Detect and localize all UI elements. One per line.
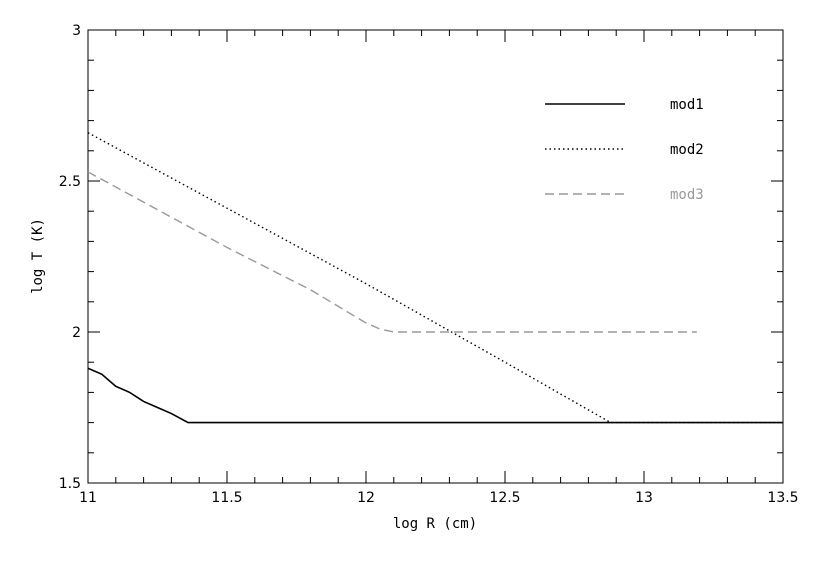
x-tick-label: 12.5: [489, 490, 520, 506]
y-tick-label: 3: [72, 23, 81, 39]
legend-label-mod1: mod1: [670, 97, 704, 113]
series-layer: [87, 132, 783, 424]
legend-label-mod2: mod2: [670, 142, 704, 158]
legend-label-mod3: mod3: [670, 187, 704, 203]
x-tick-label: 13.5: [767, 490, 798, 506]
series-line-mod1: [87, 367, 783, 424]
x-tick-label: 12: [357, 490, 375, 506]
series-line-mod2: [87, 132, 783, 424]
x-axis-title: log R (cm): [393, 516, 477, 532]
y-tick-label: 2.5: [59, 174, 81, 190]
series-line-mod3: [87, 171, 697, 333]
x-tick-label: 11.5: [211, 490, 242, 506]
y-axis-title: log T (K): [30, 218, 46, 294]
x-tick-label: 13: [635, 490, 653, 506]
plot-frame: [87, 29, 784, 484]
x-tick-label: 11: [79, 490, 97, 506]
ticks-layer: 11 11.5 12 12.5 13 13.5 1.5 2 2.5 3: [59, 23, 799, 506]
legend: mod1 mod2 mod3: [545, 97, 704, 203]
y-tick-label: 2: [72, 325, 81, 341]
y-tick-label: 1.5: [59, 476, 81, 492]
